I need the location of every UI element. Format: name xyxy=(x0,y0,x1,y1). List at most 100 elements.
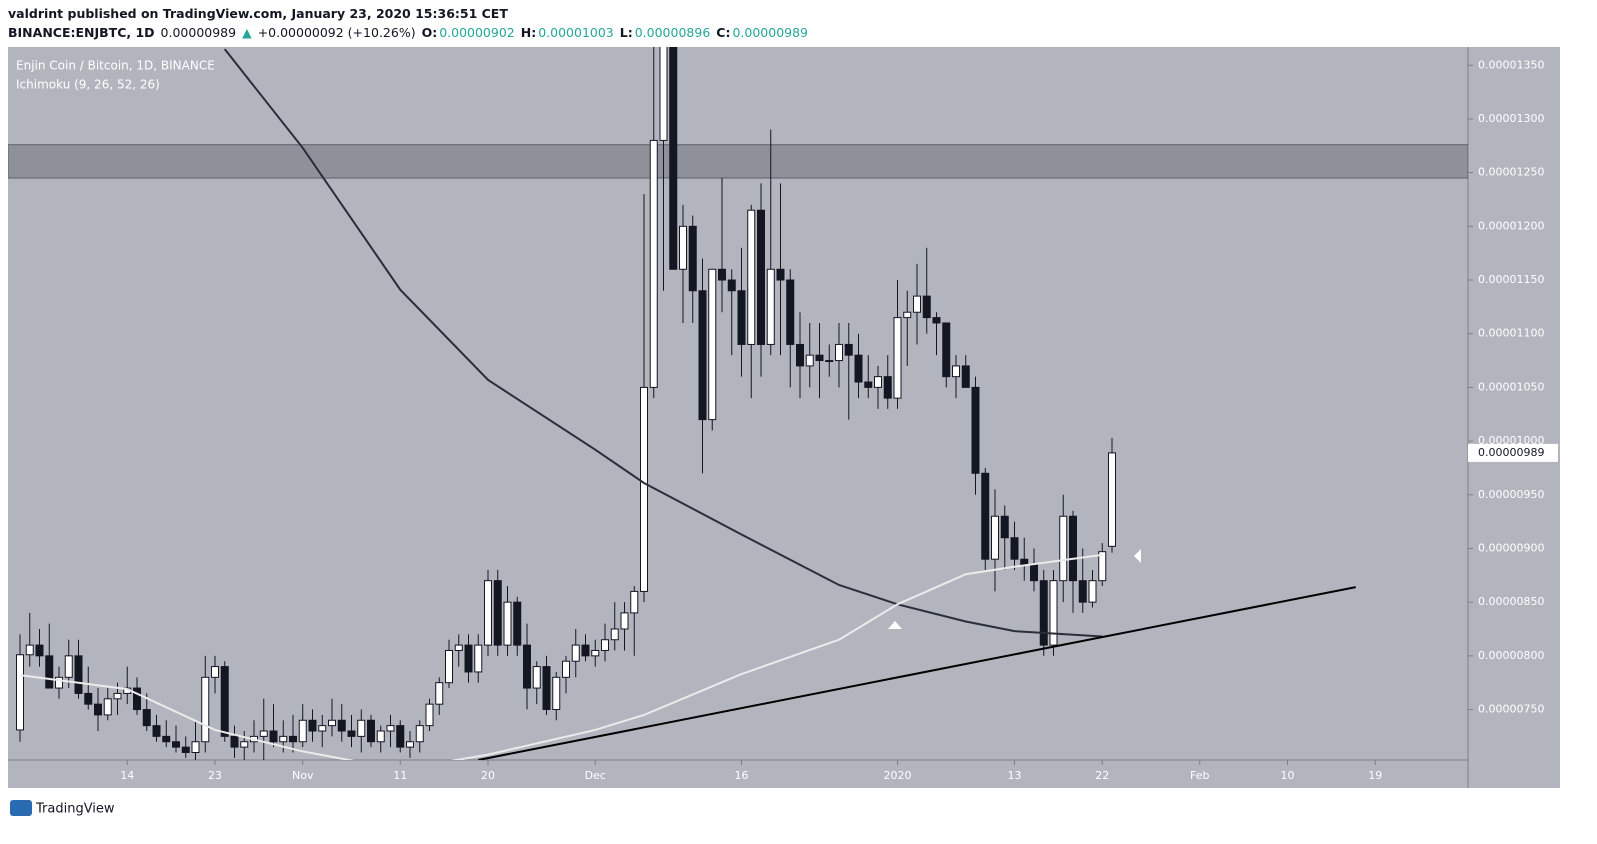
candle-body xyxy=(971,386,980,474)
y-tick-label: 0.00001200 xyxy=(1478,219,1544,232)
candle-body xyxy=(406,741,414,748)
candle-body xyxy=(903,311,912,319)
candle-body xyxy=(435,682,444,705)
candle-body xyxy=(25,644,34,656)
candle-body xyxy=(552,676,561,711)
x-tick-label: Nov xyxy=(292,769,314,782)
candle-body xyxy=(679,225,687,270)
candle-body xyxy=(55,676,63,689)
high-value: 0.00001003 xyxy=(538,25,614,40)
candle-body xyxy=(1020,558,1029,566)
publisher-line: valdrint published on TradingView.com, J… xyxy=(8,6,508,21)
indicator-line xyxy=(223,48,1103,638)
change: +0.00000092 (+10.26%) xyxy=(257,25,416,40)
y-tick-label: 0.00001300 xyxy=(1478,112,1544,125)
open-label: O: xyxy=(421,25,438,40)
candle-body xyxy=(640,386,648,592)
candle-body xyxy=(727,279,736,292)
candle-body xyxy=(1059,515,1068,582)
candle-body xyxy=(601,639,609,651)
candle-body xyxy=(191,741,200,753)
plot xyxy=(8,47,1468,760)
x-tick-label: 10 xyxy=(1281,769,1295,782)
change-arrow: ▲ xyxy=(242,25,252,40)
y-tick-label: 0.00001050 xyxy=(1478,380,1544,393)
y-tick-label: 0.00001350 xyxy=(1478,58,1544,71)
candle-body xyxy=(289,735,297,743)
candle-body xyxy=(113,692,122,700)
candle-body xyxy=(952,365,960,378)
x-tick-label: 23 xyxy=(208,769,222,782)
candle-body xyxy=(1010,537,1019,560)
candle-body xyxy=(45,655,54,689)
candle-body xyxy=(786,279,795,345)
y-tick-label: 0.00001150 xyxy=(1478,273,1544,286)
candle-body xyxy=(913,295,921,313)
x-tick-label: Dec xyxy=(585,769,606,782)
candle-body xyxy=(415,725,424,743)
candle-body xyxy=(1088,580,1097,603)
candle-body xyxy=(649,139,658,388)
close-value: 0.00000989 xyxy=(732,25,809,40)
candle-body xyxy=(328,719,336,727)
left-arrow-marker xyxy=(1134,549,1141,563)
y-tick-label: 0.00000800 xyxy=(1478,649,1544,662)
candle-body xyxy=(932,317,941,324)
candle-body xyxy=(825,360,834,363)
y-tick-label: 0.00000750 xyxy=(1478,703,1544,716)
candle-body xyxy=(142,709,151,727)
candle-body xyxy=(367,719,375,743)
candle-body xyxy=(669,47,678,270)
candle-body xyxy=(922,295,931,319)
candle-body xyxy=(620,612,629,630)
candle-body xyxy=(211,666,219,678)
x-tick-label: 2020 xyxy=(884,769,912,782)
candle-body xyxy=(337,719,346,732)
symbol-line: BINANCE:ENJBTC, 1D 0.00000989 ▲ +0.00000… xyxy=(8,25,810,40)
open-value: 0.00000902 xyxy=(439,25,515,40)
candle-body xyxy=(961,365,970,388)
candle-body xyxy=(240,741,249,748)
candle-body xyxy=(74,655,83,694)
candle-body xyxy=(1039,580,1048,646)
candle-body xyxy=(454,644,463,651)
candle-body xyxy=(445,649,453,684)
candle-body xyxy=(396,725,405,748)
candle-body xyxy=(493,580,502,646)
symbol: BINANCE:ENJBTC, 1D xyxy=(8,25,155,40)
candle-body xyxy=(883,376,892,399)
candle-body xyxy=(484,580,492,646)
candle-body xyxy=(1108,452,1116,547)
candle-body xyxy=(688,225,697,292)
candle-body xyxy=(162,735,171,743)
candle-body xyxy=(279,735,288,743)
candle-body xyxy=(230,735,239,748)
y-tick-label: 0.00000950 xyxy=(1478,488,1544,501)
candle-body xyxy=(201,676,210,743)
candle-body xyxy=(844,343,853,356)
candle-body xyxy=(874,376,882,388)
candle-body xyxy=(757,209,765,345)
candle-body xyxy=(425,703,434,727)
low-value: 0.00000896 xyxy=(634,25,711,40)
candle-body xyxy=(815,354,824,362)
candle-body xyxy=(991,515,999,560)
logo-icon xyxy=(10,800,32,816)
indicator-line xyxy=(478,586,1356,760)
y-tick-label: 0.00001250 xyxy=(1478,166,1544,179)
last-price-box xyxy=(1468,443,1558,462)
candle-body xyxy=(610,628,619,641)
candle-body xyxy=(835,343,843,362)
candle-body xyxy=(103,698,112,716)
candle-body xyxy=(318,725,327,732)
up-arrow-marker xyxy=(888,621,902,629)
candle-body xyxy=(1069,515,1077,582)
close-label: C: xyxy=(716,25,731,40)
candle-body xyxy=(942,322,951,378)
last-price-label: 0.00000989 xyxy=(1478,446,1544,459)
candle-body xyxy=(581,644,590,657)
candle-body xyxy=(562,660,570,678)
candle-body xyxy=(1000,515,1009,539)
